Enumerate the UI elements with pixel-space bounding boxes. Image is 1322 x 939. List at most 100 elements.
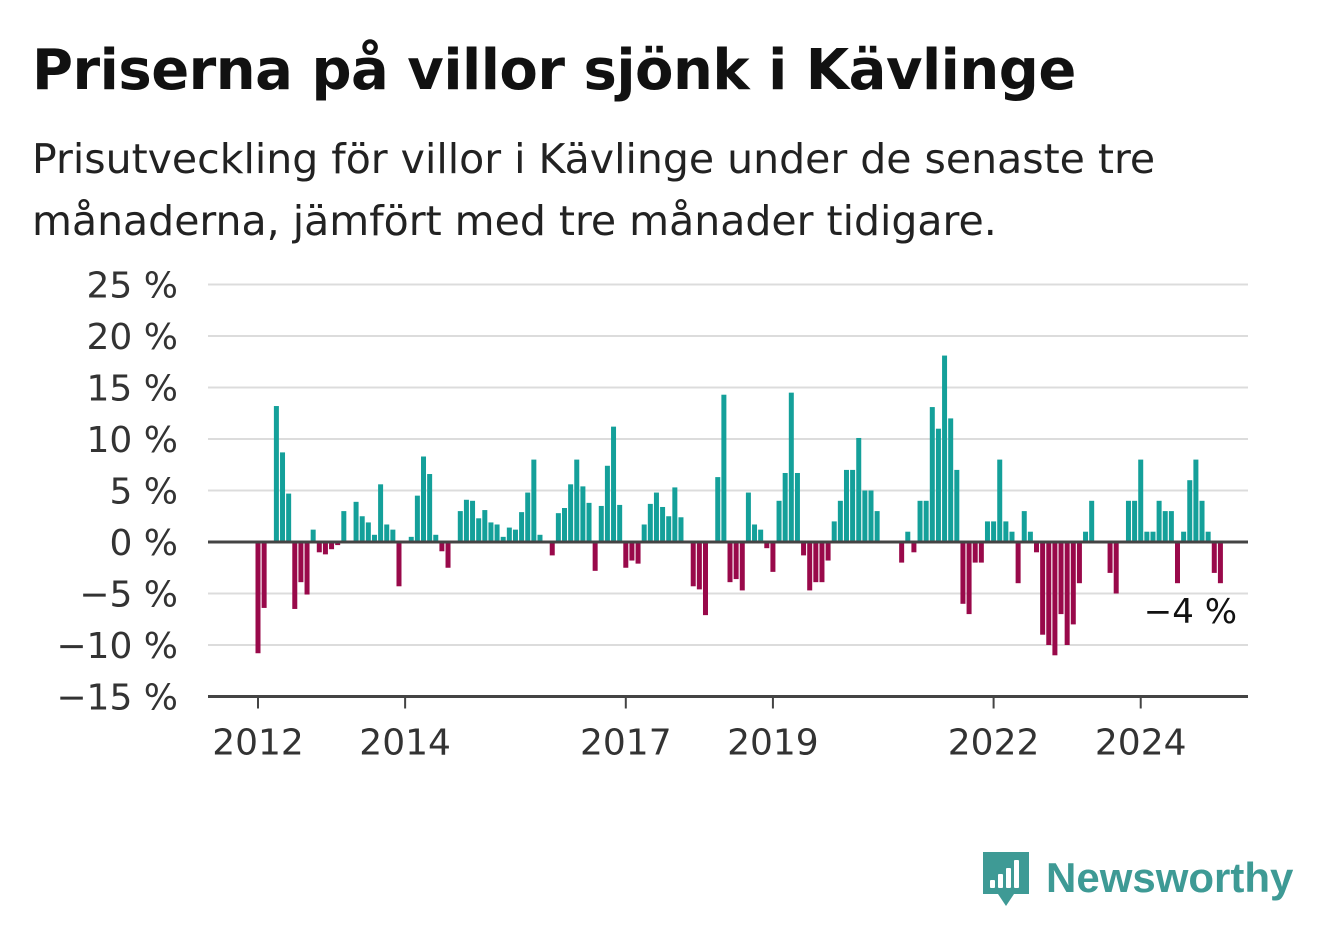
bar: [660, 506, 666, 542]
bar: [917, 500, 923, 542]
bar: [874, 511, 880, 542]
bar: [1113, 542, 1119, 594]
bar: [1175, 542, 1180, 584]
bar: [997, 459, 1003, 542]
bar: [825, 542, 831, 561]
bar: [617, 504, 623, 542]
bar: [629, 542, 635, 561]
bar: [611, 426, 617, 542]
bar: [1199, 500, 1205, 542]
bar: [764, 542, 770, 549]
bar: [1015, 542, 1021, 584]
bar: [942, 355, 948, 542]
bar: [1217, 542, 1223, 584]
bar: [905, 531, 911, 542]
x-axis-tick-labels: 2012 2014 2017 2019 2022 2024: [212, 696, 1187, 764]
bar: [733, 542, 739, 580]
bar: [255, 542, 261, 654]
bar: [488, 522, 494, 542]
brand-logo: Newsworthy: [980, 848, 1293, 908]
bar: [923, 500, 929, 542]
axes: [208, 540, 1248, 698]
bar: [739, 542, 745, 591]
bar: [623, 542, 629, 568]
bar: [794, 472, 800, 542]
bar: [1162, 511, 1168, 542]
bar: [1187, 480, 1193, 542]
bar: [329, 542, 335, 550]
bar: [752, 524, 758, 542]
bar: [1138, 459, 1144, 542]
bar: [745, 492, 751, 542]
bar: [322, 542, 328, 555]
bar: [1070, 542, 1076, 625]
bar: [788, 392, 794, 542]
bar: [519, 512, 525, 542]
bar: [537, 534, 543, 542]
bar: [960, 542, 966, 604]
bar: [1052, 542, 1058, 656]
bar: [1046, 542, 1052, 645]
bar: [911, 542, 917, 553]
x-tick-label: 2019: [727, 723, 819, 764]
bar: [948, 418, 954, 542]
bar: [433, 534, 439, 542]
bar: [555, 513, 561, 542]
bar: [512, 529, 518, 542]
bar: [427, 474, 433, 542]
brand-name: Newsworthy: [1046, 854, 1294, 901]
bar: [868, 490, 874, 542]
bar: [476, 518, 482, 542]
bar: [1168, 511, 1174, 542]
bar: [574, 459, 580, 542]
bar: [899, 542, 905, 563]
x-tick-label: 2022: [948, 723, 1040, 764]
bar: [856, 437, 862, 542]
bar: [1089, 500, 1095, 542]
bar: [966, 542, 972, 615]
bar: [580, 486, 586, 542]
y-tick-label: 5 %: [109, 472, 178, 513]
bar: [1021, 511, 1027, 542]
bar: [482, 510, 488, 542]
bar: [850, 469, 856, 542]
bar: [273, 406, 279, 542]
bar: [696, 542, 702, 590]
y-tick-label: −10 %: [56, 626, 178, 667]
y-tick-label: 0 %: [109, 523, 178, 564]
bar: [972, 542, 978, 563]
bar: [758, 529, 764, 542]
bar: [1107, 542, 1113, 573]
bar: [439, 542, 445, 552]
y-tick-label: 15 %: [87, 369, 178, 410]
bar: [531, 459, 537, 542]
bar: [500, 536, 506, 542]
bar: [286, 493, 292, 542]
bar: [396, 542, 402, 587]
bar: [1144, 531, 1150, 542]
bar: [390, 529, 396, 542]
bar: [1132, 500, 1138, 542]
bar: [991, 521, 997, 542]
bar: [837, 500, 843, 542]
bar: [647, 503, 653, 542]
bar: [421, 456, 427, 542]
bar: [721, 394, 727, 542]
bar: [470, 500, 476, 542]
bar: [316, 542, 322, 553]
bar: [592, 542, 598, 571]
bar: [445, 542, 451, 568]
bar: [562, 508, 567, 542]
bar: [365, 522, 371, 542]
bar: [1181, 531, 1187, 542]
bar: [702, 542, 708, 616]
bar: [598, 505, 604, 542]
y-tick-label: 20 %: [87, 317, 178, 358]
newsworthy-logo-icon: [983, 852, 1029, 906]
bar: [801, 542, 807, 556]
y-tick-label: −15 %: [56, 678, 178, 719]
x-tick-label: 2012: [212, 723, 304, 764]
bar: [298, 542, 304, 583]
y-tick-label: −5 %: [79, 575, 178, 616]
